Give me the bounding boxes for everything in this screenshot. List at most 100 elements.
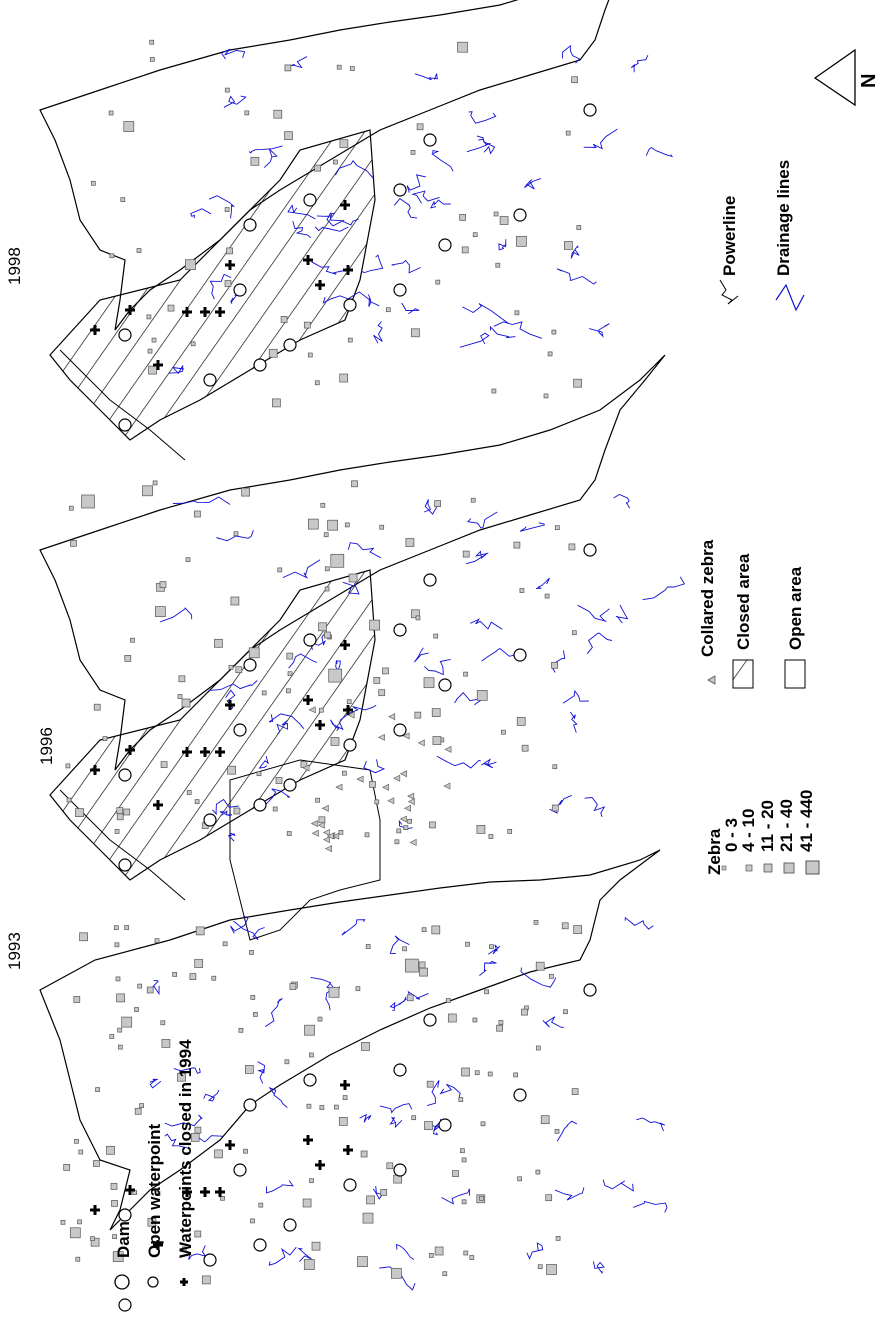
dam-marker (393, 283, 407, 297)
closed-waterpoint-marker (200, 747, 210, 757)
zebra-point (517, 1176, 522, 1182)
legend-open-waterpoint-label: Open waterpoint (145, 1124, 164, 1258)
zebra-point (214, 638, 223, 648)
zebra-points (60, 920, 583, 1285)
zebra-point (342, 1095, 348, 1100)
zebra-point (546, 1264, 557, 1275)
zebra-point (214, 1149, 223, 1159)
drainage-line (208, 195, 235, 219)
drainage-line (264, 998, 283, 1027)
zebra-point (426, 1080, 434, 1088)
zebra-point (230, 596, 240, 606)
zebra-point (90, 1236, 95, 1241)
closed-waterpoint-marker (343, 265, 353, 275)
zebra-point (521, 744, 529, 752)
drainage-line (361, 254, 384, 273)
zebra-point (63, 1164, 71, 1171)
drainage-line (263, 148, 278, 168)
collared-zebra-point (444, 745, 452, 753)
dam-symbol (114, 1274, 130, 1290)
collared-zebra-point (407, 792, 415, 800)
dam-marker (583, 983, 597, 997)
zebra-point (333, 159, 338, 165)
zebra-point (537, 1264, 543, 1270)
closed-waterpoint-marker (215, 747, 225, 757)
zebra-point (155, 606, 166, 617)
zebra-point (287, 671, 293, 677)
zebra-point (405, 958, 419, 973)
zebra-point (351, 480, 358, 488)
drainage-line (373, 321, 383, 344)
zebra-point (342, 770, 347, 776)
collared-zebra-point (356, 775, 364, 783)
zebra-point (194, 959, 204, 968)
zebra-point (320, 502, 326, 508)
drainage-line (430, 199, 451, 209)
collared-zebra-point (335, 783, 343, 791)
drainage-line (220, 48, 246, 60)
dam-marker (438, 1118, 452, 1132)
zebra-point (155, 1191, 161, 1196)
zebra-point (146, 986, 154, 994)
zebra-point (535, 961, 545, 971)
closed-area-symbol (732, 659, 754, 689)
drainage-line (469, 618, 503, 630)
zebra-class-symbol (805, 860, 820, 875)
zebra-point (423, 677, 435, 689)
zebra-point (277, 567, 283, 573)
zebra-point (130, 637, 135, 643)
zebra-point (241, 487, 250, 497)
waterpoints (90, 103, 597, 432)
zebra-point (307, 518, 319, 530)
drainage-line (441, 1188, 471, 1205)
zebra-point (147, 1217, 157, 1227)
zebra-point (159, 581, 167, 588)
zebra-point (554, 1128, 560, 1134)
zebra-point (476, 825, 486, 834)
drainage-line (586, 632, 612, 655)
closed-waterpoint-marker (215, 1187, 225, 1197)
zebra-point (328, 986, 340, 998)
zebra-point (472, 1017, 478, 1023)
dam-marker (513, 1088, 527, 1102)
drainage-line (208, 680, 258, 691)
zebra-point (314, 164, 321, 172)
closed-waterpoint-marker (125, 745, 135, 755)
dam-marker (513, 648, 527, 662)
zebra-point (324, 586, 330, 592)
zebra-point (514, 310, 520, 316)
closed-waterpoint-marker (215, 307, 225, 317)
zebra-point (113, 925, 119, 931)
legend-dam-label: Dam (114, 1221, 133, 1258)
study-area-outline (39, 849, 661, 1231)
zebra-point (117, 1027, 123, 1033)
collared-zebra-point (407, 798, 415, 806)
legend-lines: Powerline Drainage lines N (719, 48, 880, 312)
zebra-point (194, 1230, 202, 1238)
drainage-line (577, 604, 610, 622)
drainage-line (379, 1266, 416, 1291)
dam-marker (343, 738, 357, 752)
zebra-point (70, 539, 77, 547)
zebra-point (469, 1255, 475, 1260)
zebra-point (250, 995, 256, 1000)
drainage-line (329, 212, 359, 226)
zebra-point (93, 1160, 100, 1167)
zebra-point (235, 666, 243, 674)
zebra-point (137, 983, 143, 989)
drainage-line (164, 1133, 191, 1150)
zebra-point (479, 1195, 484, 1201)
powerline (59, 789, 186, 901)
zebra-point (445, 998, 451, 1003)
zebra-point (284, 64, 292, 72)
zebra-point (66, 797, 72, 803)
map-panel-1993: 1993 (5, 759, 668, 1312)
closed-waterpoint-marker (303, 255, 313, 265)
drainage-line (589, 323, 610, 338)
drainage-line (481, 758, 497, 769)
drainage-line (488, 944, 501, 955)
drainage-line (630, 55, 649, 73)
north-label: N (858, 74, 880, 88)
drainage-line (439, 1083, 461, 1099)
